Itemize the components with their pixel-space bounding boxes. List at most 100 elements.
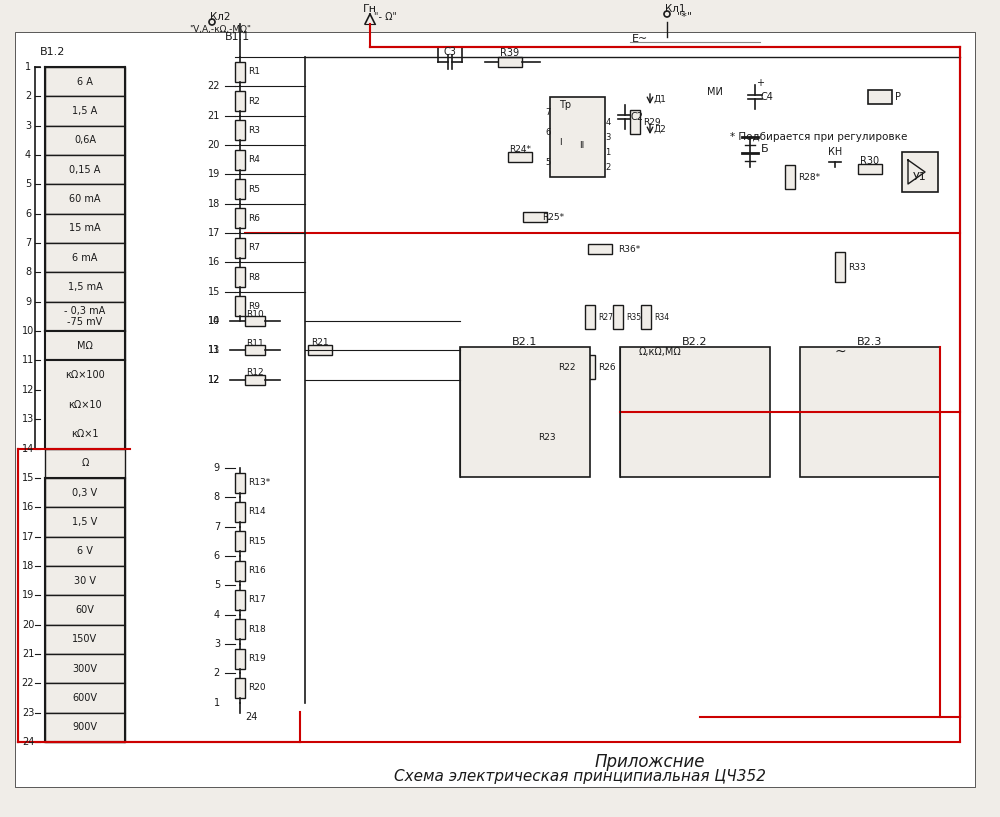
Text: 14: 14: [22, 444, 34, 453]
Bar: [45, 596, 125, 625]
Text: R39: R39: [500, 48, 520, 58]
Bar: [460, 347, 590, 477]
Text: 6 V: 6 V: [77, 547, 93, 556]
Bar: [45, 185, 125, 214]
Text: КН: КН: [828, 147, 842, 157]
Text: 16: 16: [208, 257, 220, 267]
Text: Кл2: Кл2: [210, 12, 230, 22]
Text: Гн: Гн: [363, 4, 377, 14]
Bar: [45, 390, 125, 419]
Text: 19: 19: [208, 169, 220, 180]
Text: R27: R27: [598, 312, 613, 322]
Text: C2: C2: [631, 112, 644, 122]
Text: 1,5 А: 1,5 А: [72, 106, 98, 116]
Text: 4: 4: [605, 118, 611, 127]
Bar: [245, 346, 265, 355]
Text: Тр: Тр: [559, 100, 571, 110]
Text: 1: 1: [25, 62, 31, 72]
Text: 0,3 V: 0,3 V: [72, 488, 98, 498]
Text: I: I: [559, 137, 561, 146]
Text: R34: R34: [654, 312, 669, 322]
Bar: [235, 179, 245, 199]
Bar: [785, 165, 795, 189]
Text: R28*: R28*: [798, 172, 820, 181]
Bar: [858, 164, 882, 174]
Text: 6: 6: [545, 127, 551, 136]
Text: В2.2: В2.2: [682, 337, 708, 347]
Text: +: +: [756, 78, 764, 88]
Bar: [45, 449, 125, 478]
Text: 1,5 V: 1,5 V: [72, 517, 98, 527]
Text: 5: 5: [214, 580, 220, 590]
Text: 19: 19: [22, 590, 34, 600]
Circle shape: [377, 445, 383, 452]
Text: 10: 10: [22, 326, 34, 336]
Text: R24*: R24*: [509, 145, 531, 154]
Bar: [523, 212, 547, 222]
Text: R5: R5: [248, 185, 260, 194]
Bar: [45, 155, 125, 185]
Text: R23: R23: [538, 432, 556, 441]
Bar: [235, 238, 245, 257]
Bar: [45, 419, 125, 449]
Bar: [235, 120, 245, 141]
Text: 1,5 mA: 1,5 mA: [68, 282, 102, 292]
Text: R1: R1: [248, 67, 260, 76]
Text: 6 А: 6 А: [77, 77, 93, 87]
Text: R12: R12: [246, 368, 264, 377]
Text: R19: R19: [248, 654, 266, 663]
Text: 30 V: 30 V: [74, 576, 96, 586]
Text: R8: R8: [248, 273, 260, 282]
Bar: [508, 152, 532, 162]
Text: Б: Б: [761, 144, 769, 154]
Bar: [835, 252, 845, 282]
Text: 5: 5: [25, 180, 31, 190]
Bar: [235, 267, 245, 287]
Text: II: II: [579, 141, 585, 150]
Text: R14: R14: [248, 507, 266, 516]
Text: R13*: R13*: [248, 478, 270, 487]
Bar: [235, 150, 245, 170]
Bar: [45, 96, 125, 126]
Bar: [868, 90, 892, 104]
Text: 2: 2: [605, 163, 611, 172]
Text: 150V: 150V: [72, 634, 98, 645]
Bar: [45, 507, 125, 537]
Text: R7: R7: [248, 243, 260, 252]
Bar: [308, 346, 332, 355]
Text: У1: У1: [913, 172, 927, 182]
Text: 3: 3: [25, 121, 31, 131]
Bar: [45, 360, 125, 390]
Text: "V,A,-кΩ,-МΩ": "V,A,-кΩ,-МΩ": [189, 25, 251, 33]
Text: R26: R26: [598, 363, 616, 372]
Bar: [245, 375, 265, 385]
Bar: [45, 654, 125, 683]
Bar: [800, 347, 940, 477]
Bar: [245, 316, 265, 326]
Text: 23: 23: [22, 708, 34, 717]
Text: R6: R6: [248, 214, 260, 223]
Text: R33: R33: [848, 262, 866, 271]
Bar: [641, 305, 651, 329]
Text: 900V: 900V: [72, 722, 98, 732]
Text: 21: 21: [208, 110, 220, 121]
Bar: [45, 214, 125, 243]
Circle shape: [957, 230, 963, 236]
Text: 10: 10: [208, 316, 220, 326]
Text: В2.3: В2.3: [857, 337, 883, 347]
Text: Р: Р: [895, 92, 901, 102]
Text: 8: 8: [214, 492, 220, 502]
Text: R20: R20: [248, 684, 266, 693]
Text: R16: R16: [248, 566, 266, 575]
Text: 11: 11: [22, 355, 34, 365]
Bar: [45, 331, 125, 360]
Text: МΩ: МΩ: [77, 341, 93, 350]
Bar: [235, 91, 245, 111]
Bar: [613, 305, 623, 329]
Text: 0,6А: 0,6А: [74, 136, 96, 145]
Bar: [235, 208, 245, 229]
Bar: [45, 537, 125, 566]
Bar: [45, 712, 125, 742]
Text: Приложсние: Приложсние: [595, 753, 705, 771]
Text: 20: 20: [22, 619, 34, 630]
